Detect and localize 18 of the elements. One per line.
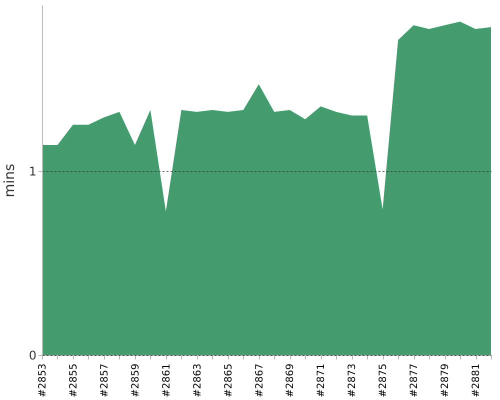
x-tick-label: #2879 <box>440 364 452 398</box>
x-tick-label: #2871 <box>316 364 328 398</box>
x-tick-label: #2855 <box>68 364 80 398</box>
x-tick-label: #2857 <box>99 364 110 398</box>
y-tick-label: 0 <box>28 348 36 362</box>
x-tick-label: #2853 <box>38 364 48 398</box>
x-tick-label: #2859 <box>130 364 142 398</box>
x-tick-label: #2865 <box>223 364 234 398</box>
x-tick-label: #2867 <box>254 364 266 398</box>
x-tick-label: #2877 <box>409 364 420 398</box>
x-tick-label: #2875 <box>378 364 390 398</box>
y-axis-title: mins <box>2 164 18 198</box>
x-tick-label: #2869 <box>285 364 296 398</box>
x-tick-label: #2861 <box>161 364 172 398</box>
x-tick-label: #2873 <box>347 364 358 398</box>
x-tick-label: #2881 <box>471 364 482 398</box>
x-tick-label: #2863 <box>192 364 204 398</box>
y-tick-label: 1 <box>28 164 36 178</box>
